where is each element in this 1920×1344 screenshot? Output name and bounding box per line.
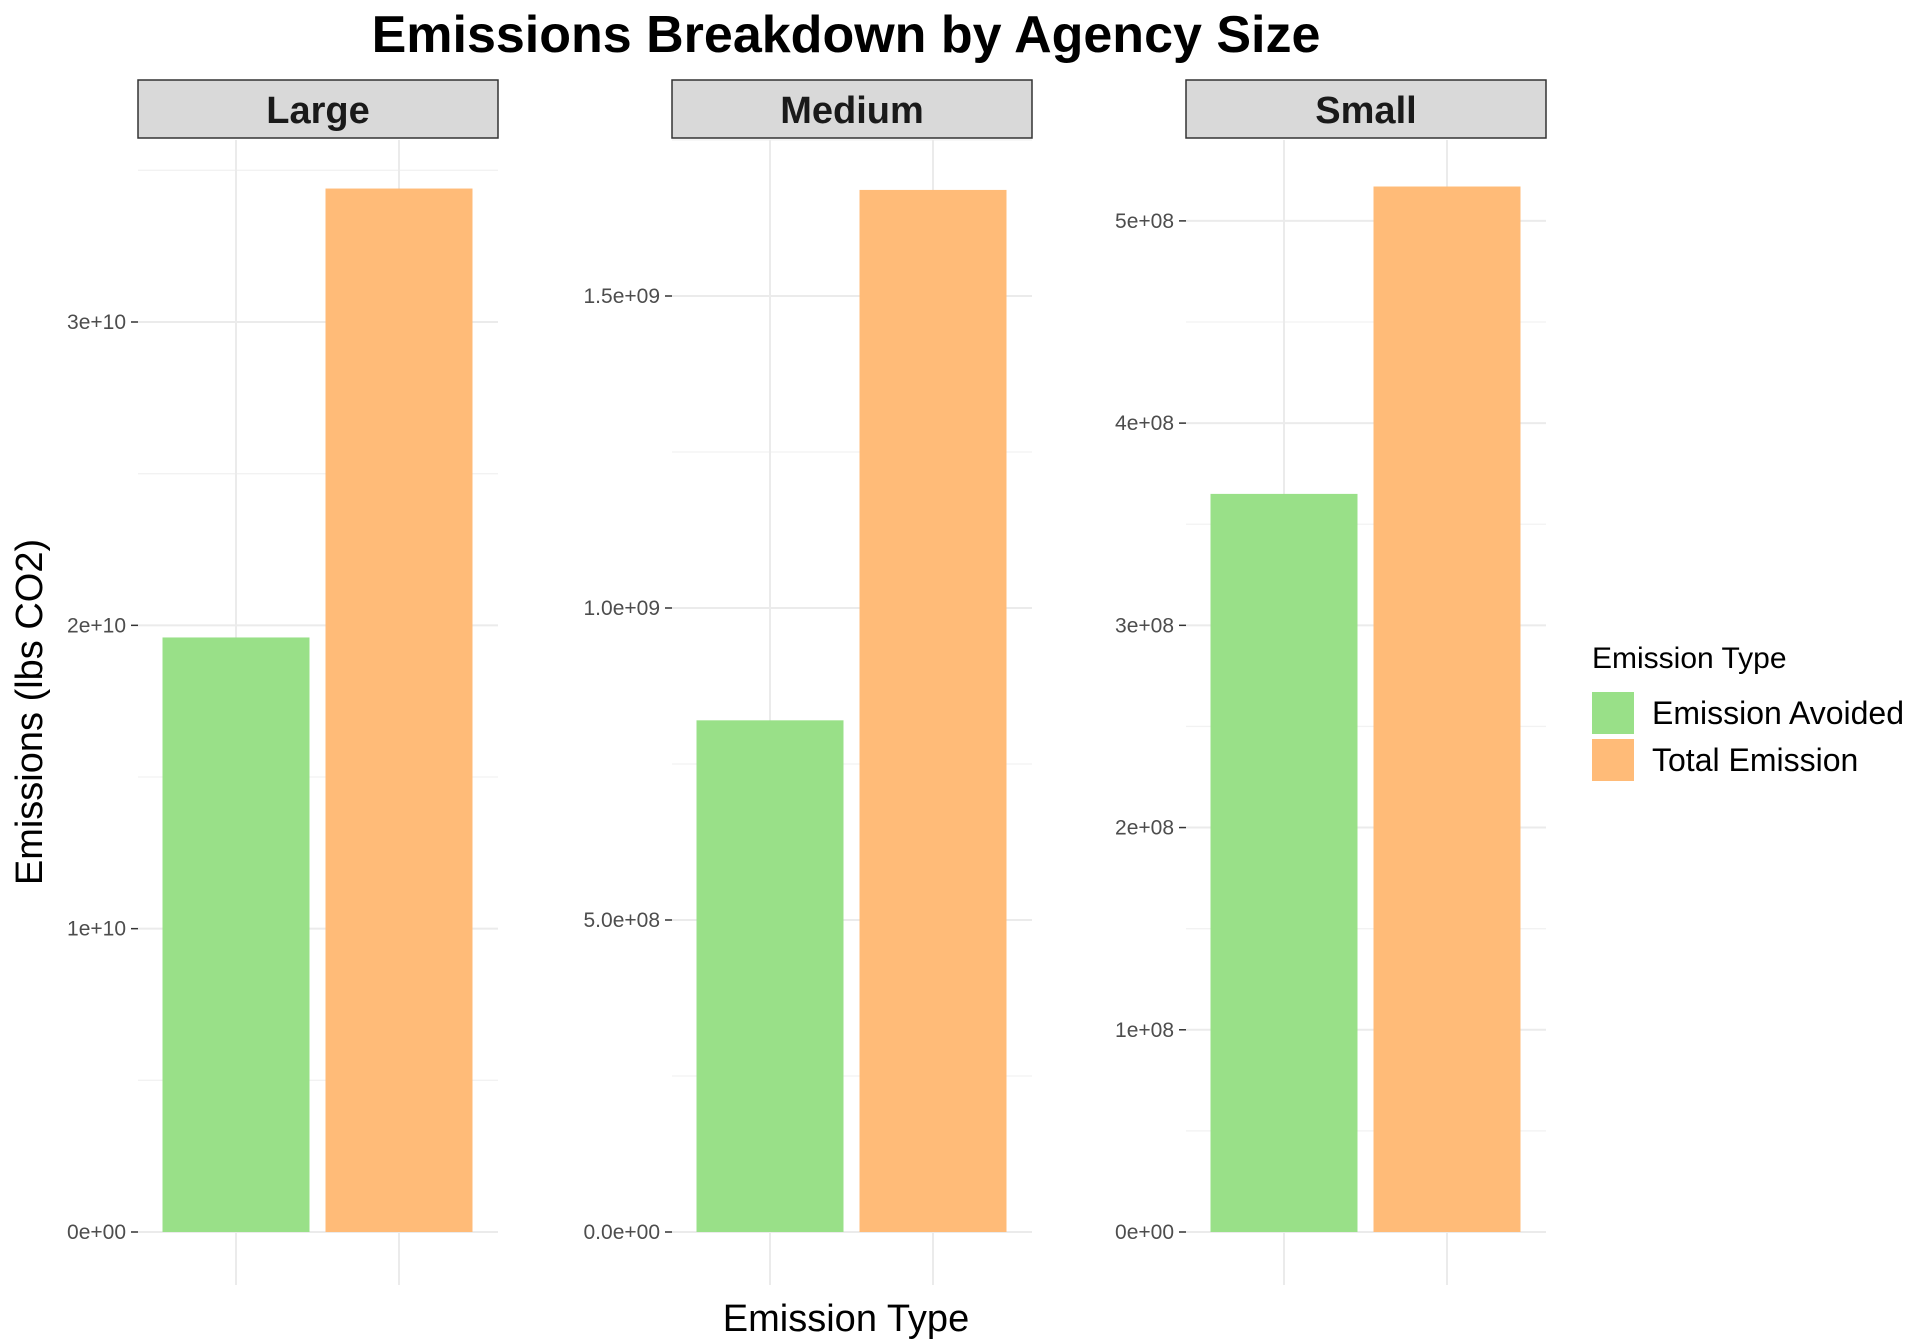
facet-strip-label: Small (1315, 90, 1416, 132)
bar-small-total-emission (1373, 186, 1521, 1232)
y-tick-label: 4e+08 (1115, 412, 1174, 435)
y-tick-label: 0e+00 (1115, 1221, 1174, 1244)
y-axis-title: Emissions (lbs CO2) (9, 539, 51, 885)
y-tick-label: 2e+08 (1115, 817, 1174, 840)
x-axis-title: Emission Type (723, 1298, 969, 1340)
chart-title: Emissions Breakdown by Agency Size (372, 6, 1321, 64)
bar-medium-emission-avoided (696, 720, 844, 1232)
legend-title: Emission Type (1592, 642, 1787, 675)
y-tick-label: 5e+08 (1115, 210, 1174, 233)
y-tick-label: 0.0e+00 (584, 1221, 661, 1244)
facet-strip (671, 79, 1033, 139)
legend-swatch-emission-avoided (1592, 692, 1634, 734)
facet-panel-medium: Medium 0.0e+00 5.0e+08 1.0e+09 1.5e+09 (584, 79, 1033, 1285)
y-tick-label: 5.0e+08 (584, 909, 661, 932)
bar-large-emission-avoided (162, 637, 310, 1232)
y-tick-label: 3e+08 (1115, 614, 1174, 637)
bar-medium-total-emission (859, 189, 1007, 1232)
facet-panels: Large 0e+00 1e+10 2e+10 3e+10 Medium 0.0e+00 5.… (67, 79, 1547, 1285)
bar-small-emission-avoided (1210, 493, 1358, 1232)
facet-strip (137, 79, 499, 139)
facet-panel-small: Small 0e+00 1e+08 2e+08 3e+08 4e+08 5e+08 (1115, 79, 1547, 1285)
y-tick-label: 0e+00 (67, 1221, 126, 1244)
bar-large-total-emission (325, 188, 473, 1233)
y-tick-label: 2e+10 (67, 614, 126, 637)
y-tick-label: 3e+10 (67, 311, 126, 334)
legend-label-total-emission: Total Emission (1652, 742, 1858, 778)
facet-strip (1185, 79, 1547, 139)
y-tick-label: 1e+10 (67, 918, 126, 941)
legend-label-emission-avoided: Emission Avoided (1652, 695, 1904, 731)
y-tick-label: 1.5e+09 (584, 285, 661, 308)
facet-strip-label: Large (266, 90, 369, 132)
facet-panel-large: Large 0e+00 1e+10 2e+10 3e+10 (67, 79, 499, 1285)
y-tick-label: 1.0e+09 (584, 597, 661, 620)
facet-strip-label: Medium (780, 90, 924, 132)
legend-swatch-total-emission (1592, 739, 1634, 781)
legend: Emission Type Emission Avoided Total Emis… (1592, 642, 1904, 781)
y-tick-label: 1e+08 (1115, 1019, 1174, 1042)
